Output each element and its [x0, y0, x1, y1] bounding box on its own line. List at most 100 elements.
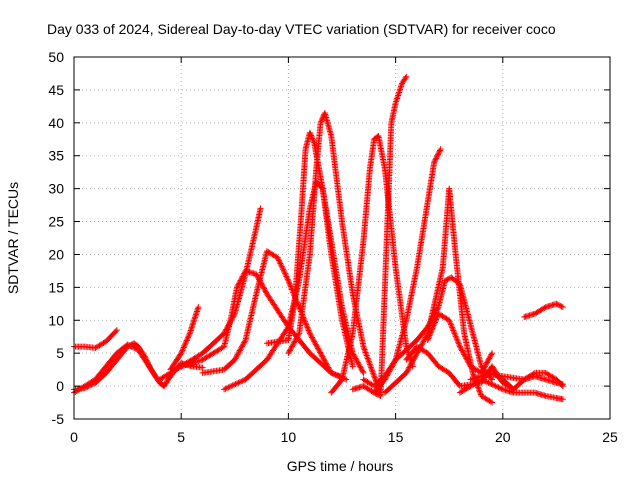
data-point — [113, 327, 120, 334]
data-point — [239, 342, 246, 349]
data-point — [362, 348, 369, 355]
data-point — [221, 386, 228, 393]
data-point — [302, 318, 309, 325]
data-point — [435, 151, 442, 158]
data-point — [430, 323, 437, 330]
y-tick-label: 20 — [48, 246, 64, 262]
data-point — [237, 277, 244, 284]
data-point — [223, 385, 230, 392]
x-tick-label: 5 — [177, 429, 185, 445]
data-point — [314, 344, 321, 351]
data-point — [238, 274, 245, 281]
data-point — [274, 254, 281, 261]
data-point — [233, 380, 240, 387]
data-point — [127, 342, 134, 349]
data-point — [326, 367, 333, 374]
data-point — [371, 373, 378, 380]
data-point — [559, 304, 566, 311]
data-point — [276, 259, 283, 266]
data-point — [558, 303, 565, 310]
x-tick-label: 20 — [495, 429, 511, 445]
data-point — [284, 276, 291, 283]
data-point — [357, 364, 364, 371]
data-point — [234, 282, 241, 289]
data-point — [284, 274, 291, 281]
data-point — [446, 318, 453, 325]
data-point — [386, 367, 393, 374]
data-point — [233, 354, 240, 361]
data-point — [360, 369, 367, 376]
data-point — [236, 348, 243, 355]
data-point — [451, 330, 458, 337]
data-point — [485, 356, 492, 363]
data-point — [159, 382, 166, 389]
data-point — [469, 369, 476, 376]
y-tick-label: 35 — [48, 148, 64, 164]
data-point — [236, 347, 243, 354]
data-point — [554, 301, 561, 308]
data-point — [381, 376, 388, 383]
data-point — [238, 343, 245, 350]
data-point — [436, 147, 443, 154]
data-point — [161, 383, 168, 390]
data-point — [184, 336, 191, 343]
data-point — [411, 354, 418, 361]
data-point — [426, 332, 433, 339]
data-point — [326, 365, 333, 372]
data-point — [143, 356, 150, 363]
data-point — [404, 368, 411, 375]
data-point — [226, 383, 233, 390]
x-tick-label: 0 — [70, 429, 78, 445]
data-point — [458, 346, 465, 353]
data-point — [179, 347, 186, 354]
data-point — [453, 336, 460, 343]
x-tick-label: 10 — [281, 429, 297, 445]
y-tick-label: 45 — [48, 82, 64, 98]
data-point — [309, 136, 316, 143]
data-point — [234, 351, 241, 358]
data-point — [324, 363, 331, 370]
data-point — [306, 330, 313, 337]
data-point — [446, 317, 453, 324]
data-point — [238, 378, 245, 385]
data-point — [432, 318, 439, 325]
data-point — [286, 280, 293, 287]
data-point — [433, 316, 440, 323]
data-point — [332, 371, 339, 378]
data-point — [419, 339, 426, 346]
y-tick-label: 0 — [56, 378, 64, 394]
data-point — [459, 347, 466, 354]
data-point — [285, 350, 292, 357]
data-point — [180, 344, 187, 351]
data-point — [312, 339, 319, 346]
data-point — [491, 382, 498, 389]
data-point — [365, 358, 372, 365]
data-point — [233, 352, 240, 359]
data-point — [487, 398, 494, 405]
data-point — [295, 331, 302, 338]
data-point — [371, 374, 378, 381]
data-point — [84, 383, 91, 390]
data-point — [144, 360, 151, 367]
data-point — [449, 324, 456, 331]
data-point — [328, 369, 335, 376]
data-point — [291, 338, 298, 345]
data-point — [145, 361, 152, 368]
data-point — [559, 396, 566, 403]
data-point — [382, 375, 389, 382]
data-point — [309, 335, 316, 342]
data-point — [385, 369, 392, 376]
data-point — [178, 350, 185, 357]
data-point — [369, 367, 376, 374]
y-tick-label: 15 — [48, 279, 64, 295]
data-point — [303, 323, 310, 330]
series-sat-g — [199, 248, 343, 380]
data-point — [424, 337, 431, 344]
data-point — [464, 358, 471, 365]
data-point — [358, 365, 365, 372]
data-point — [447, 320, 454, 327]
chart-title: Day 033 of 2024, Sidereal Day-to-day VTE… — [47, 21, 556, 37]
data-point — [489, 381, 496, 388]
data-point — [295, 302, 302, 309]
data-point — [83, 384, 90, 391]
